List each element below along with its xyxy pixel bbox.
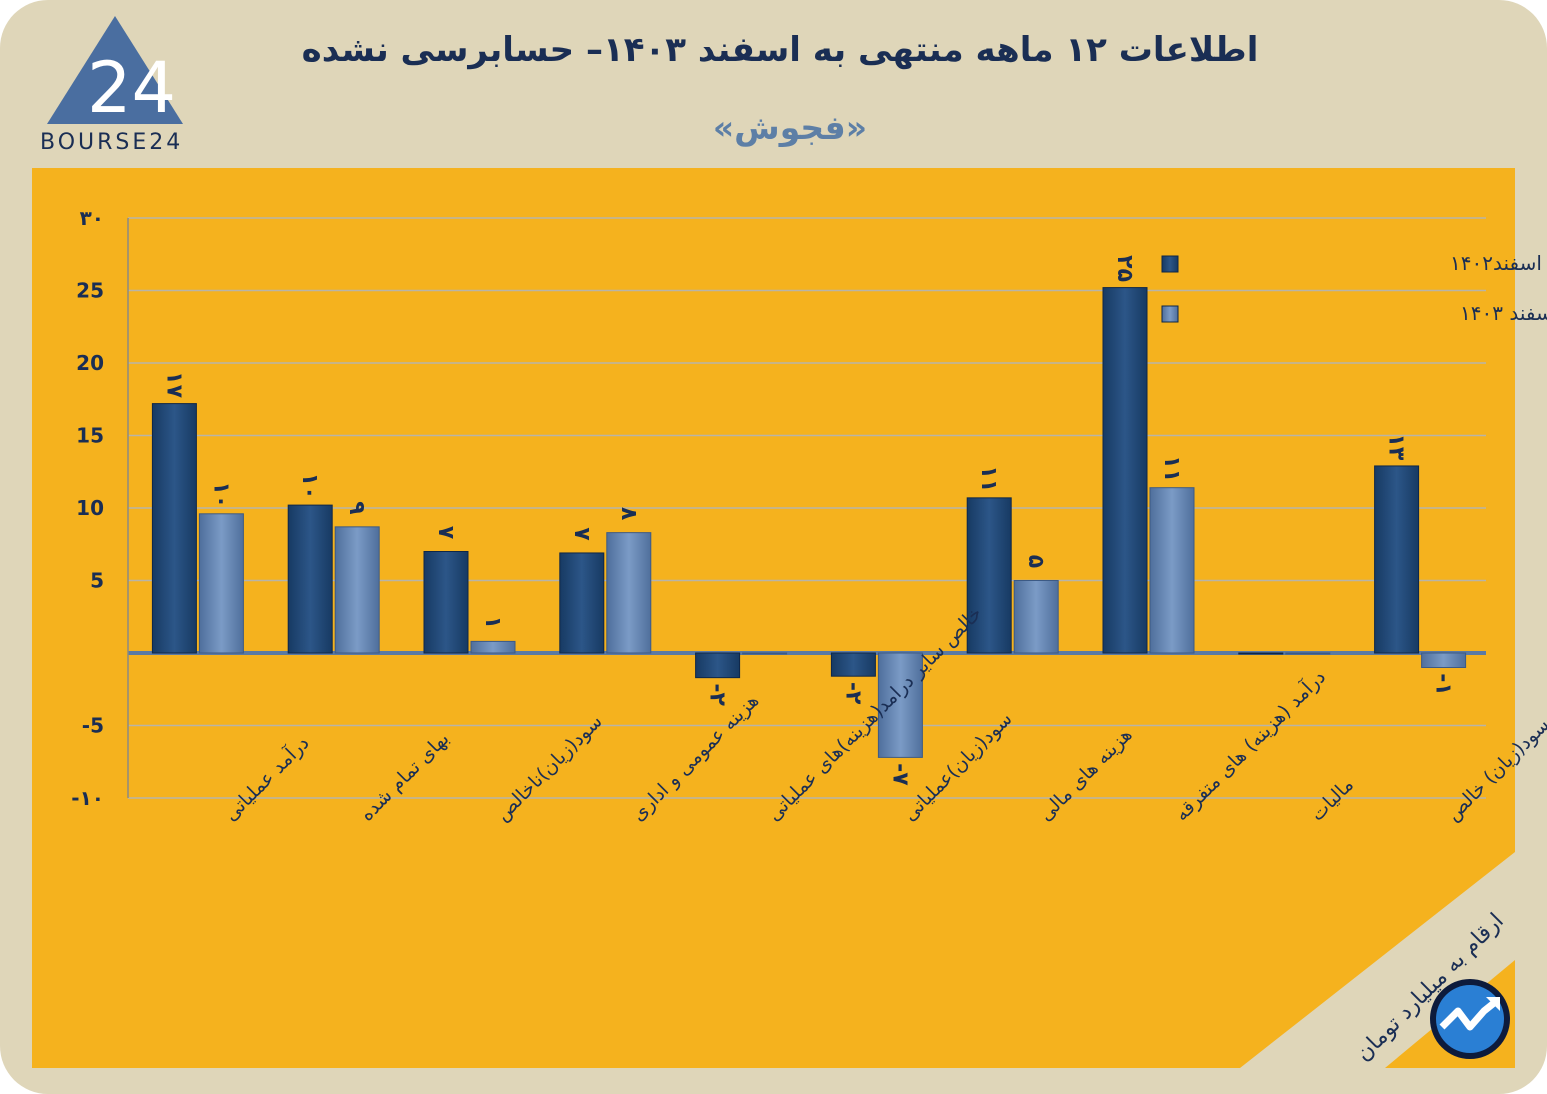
- data-label: ۱۷: [161, 371, 186, 398]
- bar-1402: [695, 652, 741, 679]
- legend-label: عملکرد منتهی به اسفند۱۴۰۲: [1450, 251, 1547, 275]
- logo-text: BOURSE24: [40, 130, 184, 155]
- page-title: اطلاعات ۱۲ ماهه منتهی به اسفند ۱۴۰۳– حسا…: [301, 30, 1259, 70]
- bar-1402: [423, 551, 469, 654]
- data-label: -۷: [887, 763, 912, 786]
- data-label: ۱۱: [1159, 455, 1184, 482]
- bar-1402: [559, 552, 605, 654]
- bar-1402: [151, 403, 197, 654]
- trend-badge-icon: [1430, 979, 1510, 1059]
- bar-1403: [1285, 652, 1331, 655]
- x-tick-label: هزینه های مالی: [1035, 724, 1137, 826]
- data-label: ۷: [569, 527, 594, 541]
- legend-label: عملکرد منتهی به اسفند ۱۴۰۳: [1460, 301, 1547, 325]
- bar-1402: [966, 497, 1012, 654]
- legend-swatch-1403: [1161, 305, 1179, 323]
- data-label: ۱: [480, 616, 505, 629]
- legend-swatch-1402: [1161, 255, 1179, 273]
- y-tick-label: -۱۰: [71, 786, 104, 810]
- y-tick-label: 10: [76, 496, 104, 520]
- chart-panel: [32, 168, 1515, 1068]
- bar-1402: [1102, 287, 1148, 654]
- y-tick-label: 5: [90, 569, 104, 593]
- data-label: ۱۱: [976, 465, 1001, 492]
- x-tick-label: مالیات: [1306, 774, 1358, 826]
- bar-1403: [1149, 487, 1195, 654]
- bourse24-logo: 24: [35, 12, 195, 157]
- x-tick-label: بهای تمام شده: [356, 728, 454, 826]
- y-tick-label: -5: [82, 714, 104, 738]
- bar-1402: [830, 652, 876, 677]
- data-label: ۱۳: [1384, 434, 1409, 461]
- bar-1403: [470, 640, 516, 654]
- data-label: ۱۰: [297, 473, 322, 500]
- x-tick-label: درآمد عملیاتی: [218, 731, 313, 826]
- bar-1402: [1374, 465, 1420, 654]
- bar-1403: [198, 513, 244, 654]
- data-label: ۹: [344, 501, 369, 514]
- x-tick-label: سود(زیان)ناخالص: [491, 710, 606, 825]
- page-subtitle: «فجوش»: [712, 108, 868, 147]
- y-tick-label: 20: [76, 351, 104, 375]
- bar-1402: [287, 504, 333, 654]
- data-label: ۲۵: [1112, 255, 1137, 282]
- y-tick-label: ۳۰: [80, 206, 104, 230]
- bar-1403: [1421, 652, 1467, 668]
- data-label: -۲: [705, 683, 730, 706]
- bar-1403: [742, 652, 788, 655]
- data-label: ۵: [1023, 555, 1048, 568]
- x-tick-label: درآمد (هزینه) های متفرقه: [1169, 665, 1330, 826]
- bar-1403: [877, 652, 923, 758]
- data-label: ۸: [616, 507, 641, 521]
- data-label: -۲: [840, 682, 865, 705]
- bar-1402: [1238, 652, 1284, 655]
- y-tick-label: 25: [76, 279, 104, 303]
- data-label: ۷: [433, 526, 458, 540]
- x-tick-label: خالص سایر درامد(هزینه)های عملیاتی: [763, 602, 986, 825]
- y-tick-label: 15: [76, 424, 104, 448]
- x-tick-label: سود(زیان) خالص: [1442, 714, 1547, 826]
- bar-1403: [1013, 580, 1059, 654]
- bar-1403: [606, 532, 652, 654]
- x-tick-label: هزینه عمومی و اداری: [627, 690, 763, 826]
- data-label: ۱۰: [208, 481, 233, 508]
- bar-1403: [334, 526, 380, 654]
- svg-text:24: 24: [87, 47, 176, 129]
- data-label: -۱: [1431, 673, 1456, 696]
